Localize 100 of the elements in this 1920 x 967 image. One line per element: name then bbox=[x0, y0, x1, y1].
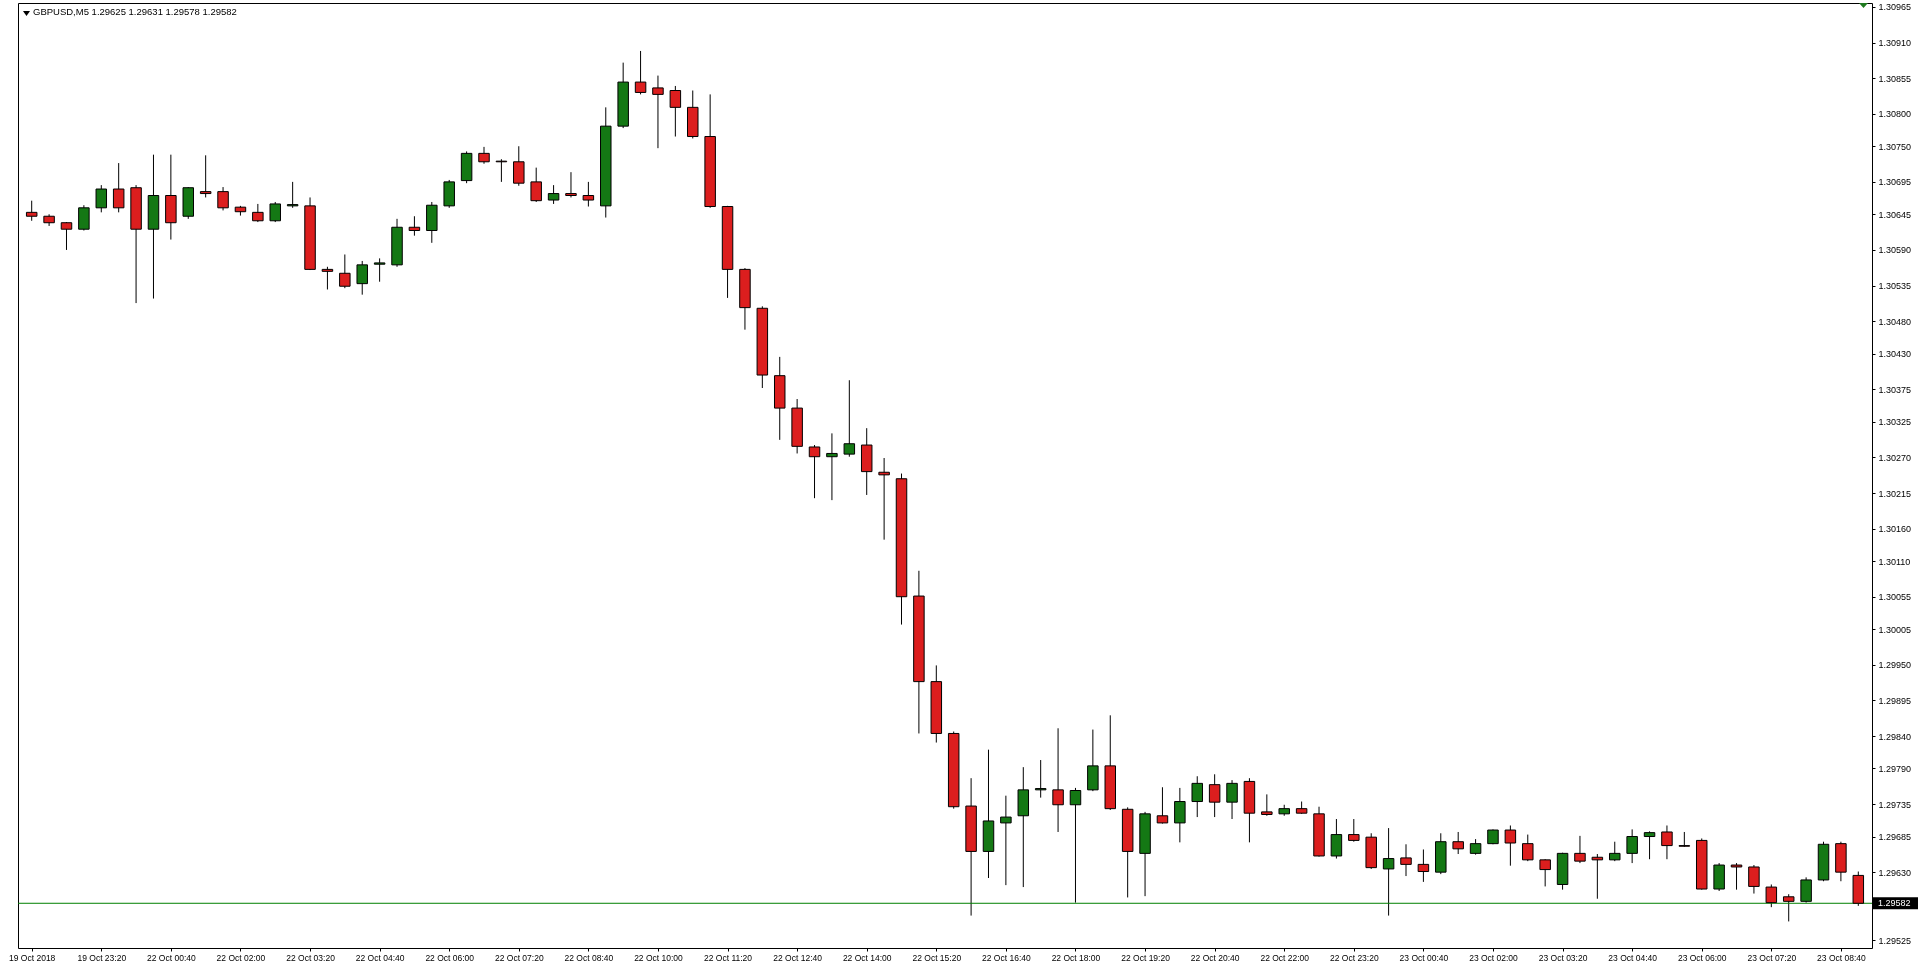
y-tick-label: 1.30965 bbox=[1878, 2, 1912, 13]
y-tick-label: 1.29685 bbox=[1878, 832, 1912, 843]
candlestick bbox=[217, 186, 229, 211]
candlestick bbox=[1800, 876, 1812, 904]
candlestick bbox=[321, 266, 334, 290]
y-tick-label: 1.29950 bbox=[1878, 660, 1912, 671]
y-tick-label: 1.30430 bbox=[1878, 349, 1912, 360]
y-tick-label: 1.30005 bbox=[1878, 624, 1912, 635]
x-tick-label: 23 Oct 03:20 bbox=[1538, 952, 1588, 963]
y-tick-label: 1.29790 bbox=[1878, 763, 1912, 774]
y-tick-label: 1.30910 bbox=[1878, 38, 1912, 49]
y-tick-label: 1.29525 bbox=[1878, 935, 1912, 946]
candlestick bbox=[1156, 786, 1169, 825]
candlestick bbox=[652, 75, 664, 149]
candlestick bbox=[1174, 787, 1186, 843]
y-tick-label: 1.30215 bbox=[1878, 488, 1912, 499]
candlestick bbox=[1417, 848, 1430, 883]
x-tick-label: 22 Oct 10:00 bbox=[634, 952, 684, 963]
x-tick-label: 22 Oct 18:00 bbox=[1051, 952, 1101, 963]
candlestick bbox=[373, 257, 386, 283]
x-tick-label: 23 Oct 07:20 bbox=[1747, 952, 1797, 963]
candlestick bbox=[1330, 818, 1343, 860]
x-tick-label: 22 Oct 14:00 bbox=[842, 952, 892, 963]
candlestick bbox=[199, 154, 212, 198]
x-tick-label: 22 Oct 08:40 bbox=[564, 952, 614, 963]
candlestick bbox=[1052, 727, 1064, 833]
candlestick bbox=[582, 181, 595, 208]
x-tick-label: 23 Oct 08:40 bbox=[1817, 952, 1867, 963]
x-tick-label: 22 Oct 23:20 bbox=[1329, 952, 1379, 963]
candlestick bbox=[443, 179, 455, 209]
candlestick bbox=[408, 215, 421, 237]
candlestick bbox=[1730, 862, 1743, 891]
candlestick bbox=[1034, 759, 1047, 799]
candlestick bbox=[60, 221, 73, 251]
y-tick-label: 1.30645 bbox=[1878, 209, 1912, 220]
candlestick bbox=[356, 260, 368, 296]
candlestick bbox=[495, 158, 508, 183]
candlestick bbox=[530, 167, 542, 203]
x-tick-label: 19 Oct 2018 bbox=[9, 952, 56, 963]
candlestick bbox=[1208, 773, 1221, 818]
x-tick-label: 23 Oct 00:40 bbox=[1399, 952, 1449, 963]
y-tick-label: 1.30375 bbox=[1878, 384, 1912, 395]
x-tick-label: 22 Oct 20:40 bbox=[1190, 952, 1240, 963]
candlestick bbox=[808, 444, 821, 499]
candlestick bbox=[547, 184, 560, 205]
y-tick-label: 1.30800 bbox=[1878, 109, 1912, 120]
y-tick-label: 1.29895 bbox=[1878, 695, 1912, 706]
x-tick-label: 22 Oct 22:00 bbox=[1260, 952, 1310, 963]
y-tick-label: 1.30270 bbox=[1878, 452, 1912, 463]
candlestick bbox=[1348, 818, 1360, 843]
candlestick bbox=[112, 162, 125, 213]
x-tick-label: 19 Oct 23:20 bbox=[77, 952, 127, 963]
y-tick-label: 1.29840 bbox=[1878, 731, 1912, 742]
chart-title: GBPUSD,M5 1.29625 1.29631 1.29578 1.29582 bbox=[33, 6, 237, 18]
candlestick bbox=[634, 50, 647, 95]
y-tick-label: 1.30480 bbox=[1878, 316, 1912, 327]
candlestick bbox=[1591, 853, 1604, 900]
candlestick bbox=[843, 379, 856, 458]
y-tick-label: 1.30695 bbox=[1878, 177, 1912, 188]
x-tick-label: 23 Oct 04:40 bbox=[1608, 952, 1658, 963]
candlestick bbox=[1748, 864, 1760, 895]
x-tick-label: 22 Oct 11:20 bbox=[704, 952, 753, 963]
y-tick-label: 1.29735 bbox=[1878, 799, 1912, 810]
candlestick bbox=[1782, 893, 1795, 922]
x-tick-label: 23 Oct 06:00 bbox=[1677, 952, 1727, 963]
candlestick bbox=[252, 203, 264, 223]
y-tick-label: 1.30325 bbox=[1878, 417, 1912, 428]
candlestick bbox=[565, 171, 577, 198]
candlestick bbox=[1626, 828, 1638, 864]
ref-line-label: 1.29582 bbox=[1878, 898, 1911, 909]
candlestick bbox=[1261, 793, 1273, 817]
x-tick-label: 22 Oct 15:20 bbox=[912, 952, 962, 963]
y-tick-label: 1.30160 bbox=[1878, 524, 1912, 535]
candlestick bbox=[878, 457, 890, 541]
y-tick-label: 1.30855 bbox=[1878, 73, 1912, 84]
y-tick-label: 1.30590 bbox=[1878, 245, 1912, 256]
y-tick-label: 1.29630 bbox=[1878, 867, 1912, 878]
candlestick bbox=[1643, 830, 1656, 860]
candlestick bbox=[78, 204, 90, 231]
y-tick-label: 1.30110 bbox=[1878, 556, 1911, 567]
x-tick-label: 23 Oct 02:00 bbox=[1469, 952, 1519, 963]
y-tick-label: 1.30535 bbox=[1878, 281, 1912, 292]
x-tick-label: 22 Oct 02:00 bbox=[216, 952, 266, 963]
candlestick bbox=[1713, 862, 1725, 892]
x-tick-label: 22 Oct 04:40 bbox=[355, 952, 405, 963]
candlestick bbox=[513, 145, 525, 187]
candlestick bbox=[339, 253, 351, 289]
y-tick-label: 1.30750 bbox=[1878, 141, 1912, 152]
candlestick bbox=[286, 181, 299, 209]
candlestick bbox=[1000, 795, 1012, 886]
candlestick bbox=[1226, 779, 1238, 820]
candlestick bbox=[669, 85, 682, 138]
x-tick-label: 22 Oct 16:40 bbox=[982, 952, 1031, 963]
x-tick-label: 22 Oct 03:20 bbox=[286, 952, 336, 963]
x-tick-label: 22 Oct 07:20 bbox=[494, 952, 544, 963]
candlestick bbox=[1452, 831, 1464, 855]
candlestick bbox=[1400, 843, 1412, 877]
candlestick bbox=[478, 146, 490, 165]
x-tick-label: 22 Oct 00:40 bbox=[147, 952, 196, 963]
candlestick bbox=[1087, 729, 1099, 792]
